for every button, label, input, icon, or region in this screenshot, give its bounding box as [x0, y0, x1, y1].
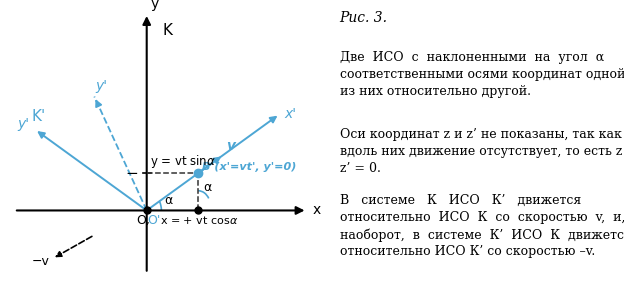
- Text: α: α: [164, 194, 172, 207]
- Text: y': y': [17, 117, 29, 131]
- Text: Две  ИСО  с  наклоненными  на  угол  α
соответственными осями координат одной
из: Две ИСО с наклоненными на угол α соответ…: [339, 51, 624, 98]
- Text: O': O': [148, 214, 161, 227]
- Text: α: α: [203, 181, 212, 194]
- Text: y = vt sin$\alpha$: y = vt sin$\alpha$: [150, 153, 215, 170]
- Text: v: v: [227, 139, 235, 152]
- Text: В   системе   К   ИСО   К’   движется
относительно  ИСО  К  со  скоростью  v,  и: В системе К ИСО К’ движется относительно…: [339, 194, 624, 258]
- Text: K: K: [162, 23, 172, 38]
- Text: −: −: [125, 166, 139, 181]
- Text: K': K': [31, 109, 46, 124]
- Text: Оси координат z и z’ не показаны, так как
вдоль них движение отсутствует, то ест: Оси координат z и z’ не показаны, так ка…: [339, 128, 624, 175]
- Text: x: x: [313, 203, 321, 217]
- Text: y: y: [150, 0, 158, 11]
- Text: y': y': [95, 80, 108, 93]
- Text: −v: −v: [31, 255, 49, 268]
- Text: O,: O,: [136, 214, 150, 227]
- Text: x': x': [285, 107, 297, 121]
- Text: B (x'=vt', y'=0): B (x'=vt', y'=0): [202, 162, 296, 172]
- Text: x = + vt cos$\alpha$: x = + vt cos$\alpha$: [160, 214, 238, 226]
- Text: Рис. 3.: Рис. 3.: [339, 11, 388, 25]
